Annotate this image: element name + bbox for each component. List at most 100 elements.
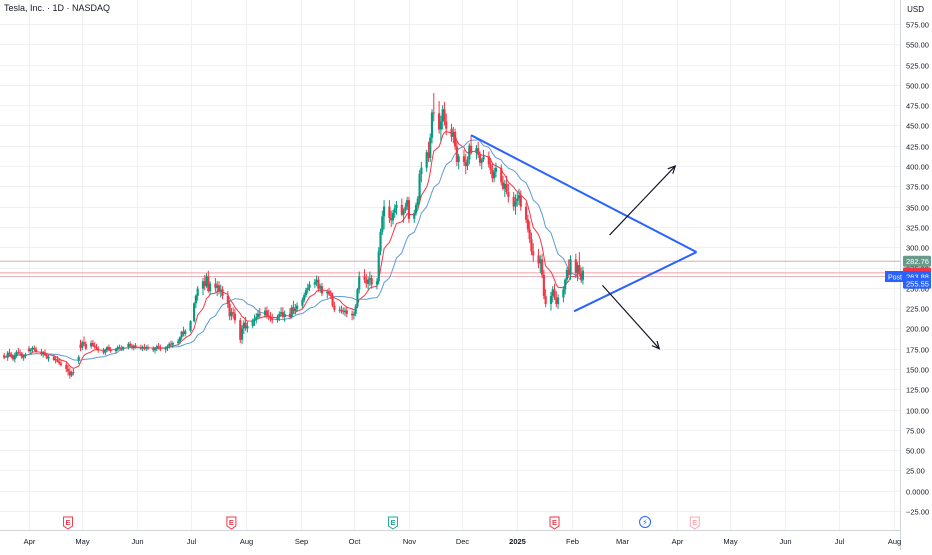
candle-body [493, 172, 495, 178]
candle-body [367, 280, 369, 284]
candle [44, 349, 46, 355]
price-tick-label: 425.00 [906, 143, 929, 152]
time-tick-label: May [723, 537, 737, 546]
candle-body [545, 296, 547, 304]
candle-body [172, 343, 174, 345]
candle [582, 267, 584, 285]
candle [271, 314, 273, 324]
candle-body [47, 357, 49, 359]
price-badge[interactable]: 282.76 [903, 256, 931, 267]
price-tick-label: 550.00 [906, 41, 929, 50]
earnings-badge-letter: E [229, 518, 234, 527]
candle-body [97, 349, 99, 351]
candle-body [466, 160, 468, 166]
candle-body [30, 349, 32, 351]
candle-body [346, 311, 348, 314]
candle-body [195, 296, 197, 303]
candle-body [569, 259, 571, 274]
candle-body [197, 289, 199, 296]
candle-body [470, 146, 472, 153]
drawings-layer[interactable] [471, 135, 696, 348]
earnings-badge-letter: E [66, 518, 71, 527]
symbol-title[interactable]: Tesla, Inc. · 1D · NASDAQ [4, 3, 110, 13]
earnings-marker[interactable]: E [690, 517, 699, 529]
candle-body [232, 312, 234, 314]
events-layer[interactable]: E E E E ⚡ E [64, 517, 700, 530]
earnings-marker[interactable]: E [227, 517, 236, 529]
candle-body [358, 276, 360, 289]
candle [218, 281, 220, 294]
candle-body [118, 347, 120, 348]
candle [481, 158, 483, 169]
earnings-marker[interactable]: E [64, 517, 73, 529]
lightning-icon: ⚡ [642, 518, 648, 527]
candle-body [271, 319, 273, 321]
candle [60, 360, 62, 366]
candle-body [305, 290, 307, 295]
candle-body [507, 192, 509, 197]
candle-body [413, 213, 415, 219]
candle-body [193, 303, 195, 321]
candle-body [431, 112, 433, 137]
candle-body [376, 281, 378, 284]
post-tag-label: Post [888, 275, 902, 282]
candle-body [381, 216, 383, 231]
currency-label[interactable]: USD [907, 5, 924, 14]
candle-body [516, 199, 518, 201]
candle-body [458, 156, 460, 162]
time-tick-label: Apr [672, 537, 684, 546]
price-tick-label: 475.00 [906, 102, 929, 111]
candle-body [363, 276, 365, 279]
price-badge[interactable]: 255.55 [903, 278, 931, 289]
candle [259, 308, 261, 319]
candle-body [378, 251, 380, 281]
price-axis[interactable]: 575.00 550.00 525.00 500.00 475.00 450.00 425.… [885, 0, 932, 550]
price-tick-label: 375.00 [906, 183, 929, 192]
candle-body [95, 347, 97, 349]
arrow-breakdown-down[interactable] [602, 285, 659, 348]
candle-body [582, 271, 584, 280]
candle-body [477, 148, 479, 154]
price-badge-label: 255.55 [906, 279, 929, 288]
candle-body [58, 362, 60, 364]
candle-body [184, 331, 186, 334]
candle-body [17, 352, 19, 353]
candle-body [392, 213, 394, 220]
candle-body [85, 344, 87, 349]
candle [81, 341, 83, 351]
price-tick-label: 500.00 [906, 82, 929, 91]
candle-body [505, 184, 507, 192]
candle [429, 134, 431, 162]
earnings-marker[interactable]: E [550, 517, 559, 529]
candle-body [429, 138, 431, 158]
time-axis[interactable]: Apr May Jun Jul Aug Sep Oct Nov Dec 2025 Feb Mar Apr… [0, 531, 901, 547]
candle-body [314, 282, 316, 284]
time-tick-label: Jun [131, 537, 143, 546]
candle [505, 176, 507, 195]
candle [202, 278, 204, 295]
candle [317, 276, 319, 291]
candle [557, 294, 559, 309]
candles-layer [3, 93, 584, 379]
price-tick-label: 0.0000 [906, 488, 929, 497]
price-tick-label: 50.00 [906, 447, 925, 456]
candle-body [129, 344, 131, 346]
candle [193, 302, 195, 322]
earnings-badge-letter: E [692, 518, 697, 527]
earnings-marker[interactable]: E [388, 517, 397, 529]
candle-body [353, 314, 355, 316]
time-tick-label: Aug [240, 537, 253, 546]
candle-body [35, 349, 37, 351]
earnings-badge-letter: E [552, 518, 557, 527]
candle-body [527, 220, 529, 230]
arrow-shaft [602, 285, 659, 348]
candle-body [562, 289, 564, 297]
dividend-split-marker[interactable]: ⚡ [640, 517, 651, 528]
candle-body [158, 346, 160, 348]
candle-body [550, 296, 552, 304]
candle-body [463, 156, 465, 162]
candle-body [418, 174, 420, 198]
candle-body [530, 239, 532, 251]
